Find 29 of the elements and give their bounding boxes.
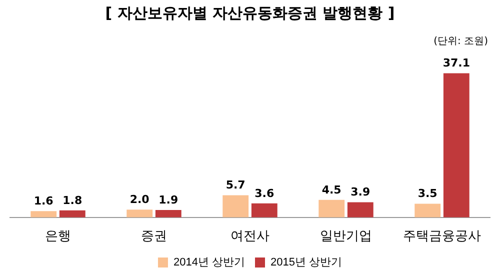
data-label: 5.7 xyxy=(226,178,246,192)
bar xyxy=(318,200,345,218)
x-tick-label: 주택금융공사 xyxy=(403,228,481,243)
x-tick-label: 여전사 xyxy=(230,228,270,243)
legend-label: 2014년 상반기 xyxy=(173,256,246,269)
bar xyxy=(59,210,86,218)
bar xyxy=(443,73,470,218)
legend-label: 2015년 상반기 xyxy=(270,256,342,269)
data-label: 3.5 xyxy=(418,187,438,200)
chart-title: [ 자산보유자별 자산유동화증권 발행현황 ] xyxy=(104,4,396,23)
data-label: 3.6 xyxy=(254,186,274,200)
bar xyxy=(126,210,153,218)
bar xyxy=(347,202,374,218)
x-tick-label: 은행 xyxy=(45,228,71,243)
x-tick-label: 일반기업 xyxy=(320,228,372,243)
x-tick-label: 증권 xyxy=(141,228,167,243)
data-label: 3.9 xyxy=(350,186,370,199)
bar xyxy=(414,204,441,218)
data-label: 1.9 xyxy=(158,193,178,206)
bar xyxy=(251,203,278,218)
data-label: 1.8 xyxy=(62,194,82,207)
bar xyxy=(30,211,57,218)
text: (단위: 조원) xyxy=(434,35,488,48)
data-label: 4.5 xyxy=(322,183,342,196)
data-label: 1.6 xyxy=(34,194,54,208)
data-label: 37.1 xyxy=(442,56,470,70)
bar xyxy=(222,195,249,218)
data-label: 2.0 xyxy=(130,192,150,206)
bar xyxy=(155,210,182,218)
